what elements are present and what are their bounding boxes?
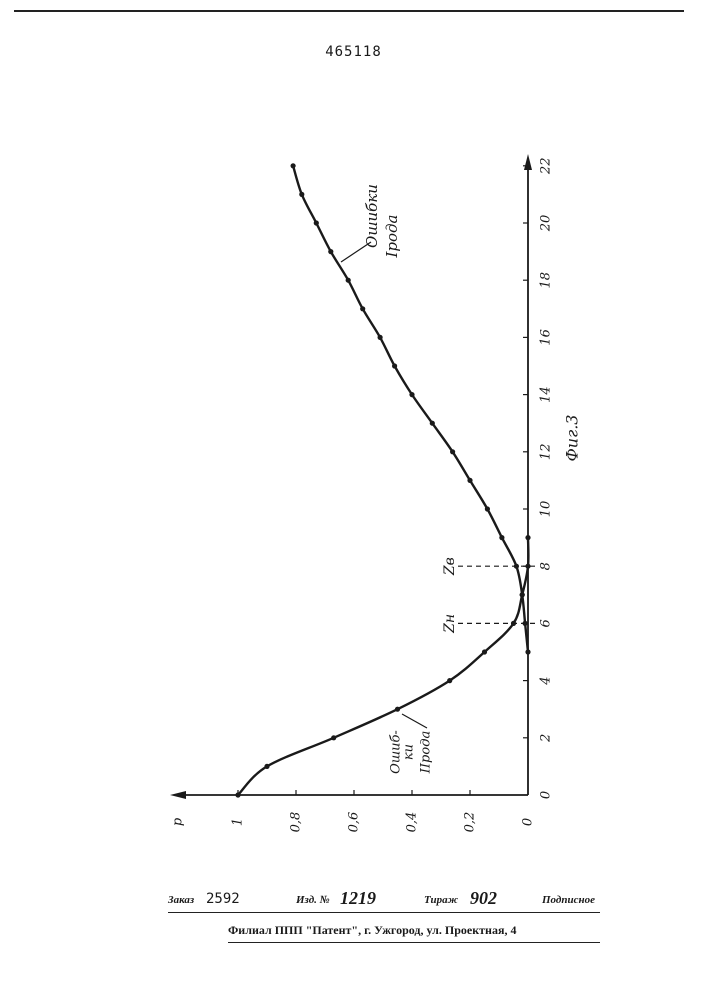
x-tick-label: 14 [539, 386, 554, 403]
type-1-error-point [523, 621, 528, 626]
subscription-label: Подписное [542, 894, 595, 906]
type-1-curve-label: Ошибки [363, 184, 381, 248]
x-axis-arrow [524, 154, 532, 170]
threshold-label: Zн [442, 614, 458, 634]
x-tick-label: 12 [539, 444, 554, 461]
type-1-error-point [360, 306, 365, 311]
y-axis-label: p [171, 817, 186, 826]
figure-caption: Фиг.3 [563, 415, 582, 462]
type-1-error-point [291, 163, 296, 168]
threshold-label: Zв [442, 557, 458, 576]
type-2-error-point [264, 764, 269, 769]
x-tick-label: 8 [539, 562, 554, 570]
type-1-error-point [485, 506, 490, 511]
x-tick-label: 20 [539, 215, 554, 233]
type-2-error-point [235, 792, 240, 797]
x-tick-label: 10 [539, 501, 554, 518]
footer-divider-top [168, 912, 600, 913]
type-2-error-curve [238, 538, 528, 795]
type-2-error-point [511, 621, 516, 626]
x-tick-label: 18 [539, 272, 554, 289]
type-1-curve-label: Iрода [383, 214, 401, 258]
type-1-error-point [467, 478, 472, 483]
type-2-error-point [525, 535, 530, 540]
type-1-error-point [314, 220, 319, 225]
type-1-error-point [450, 449, 455, 454]
y-tick-label: 0,4 [405, 812, 420, 833]
type-1-error-point [346, 278, 351, 283]
type-2-curve-label: ки [402, 744, 417, 760]
type-1-error-point [520, 592, 525, 597]
x-tick-label: 6 [539, 619, 554, 627]
type-1-error-point [525, 649, 530, 654]
footer-divider-bottom [228, 942, 600, 943]
type-1-error-point [514, 564, 519, 569]
type-1-error-point [409, 392, 414, 397]
type-2-error-point [525, 564, 530, 569]
print-run-value: 902 [470, 888, 497, 909]
x-tick-label: 0 [539, 791, 554, 799]
y-axis-arrow [170, 791, 186, 799]
type-1-error-curve [293, 166, 528, 652]
y-tick-label: 0,6 [347, 812, 362, 833]
type-2-error-point [331, 735, 336, 740]
x-tick-label: 22 [539, 158, 554, 176]
x-tick-label: 4 [539, 676, 554, 685]
type-1-error-point [299, 192, 304, 197]
type-2-curve-label: IIрода [419, 731, 434, 774]
type-1-error-point [392, 363, 397, 368]
y-tick-label: 0,8 [289, 812, 304, 833]
edition-label: Изд. № [296, 894, 330, 906]
type-2-label-leader [402, 714, 427, 728]
type-2-error-point [482, 649, 487, 654]
order-label: Заказ [168, 894, 194, 906]
chart-axes [170, 154, 532, 799]
footer-row: Заказ 2592 Изд. № 1219 Тираж 902 Подписн… [168, 890, 600, 912]
x-tick-label: 2 [539, 734, 554, 743]
type-1-label-leader [341, 242, 371, 262]
y-tick-label: 0 [521, 818, 536, 826]
footer-address: Филиал ППП "Патент", г. Ужгород, ул. Про… [228, 923, 516, 938]
type-1-error-point [499, 535, 504, 540]
edition-value: 1219 [340, 888, 376, 909]
print-run-label: Тираж [424, 894, 458, 906]
y-tick-label: 0,2 [463, 812, 478, 833]
type-1-error-point [328, 249, 333, 254]
y-tick-label: 1 [231, 818, 246, 826]
type-2-error-point [447, 678, 452, 683]
type-1-error-point [430, 421, 435, 426]
type-2-error-point [395, 707, 400, 712]
order-value: 2592 [206, 891, 240, 907]
x-tick-label: 16 [539, 329, 554, 346]
figure-3-chart: 024681012141618202210,80,60,40,20p ZвZн … [0, 0, 707, 870]
type-1-error-point [378, 335, 383, 340]
